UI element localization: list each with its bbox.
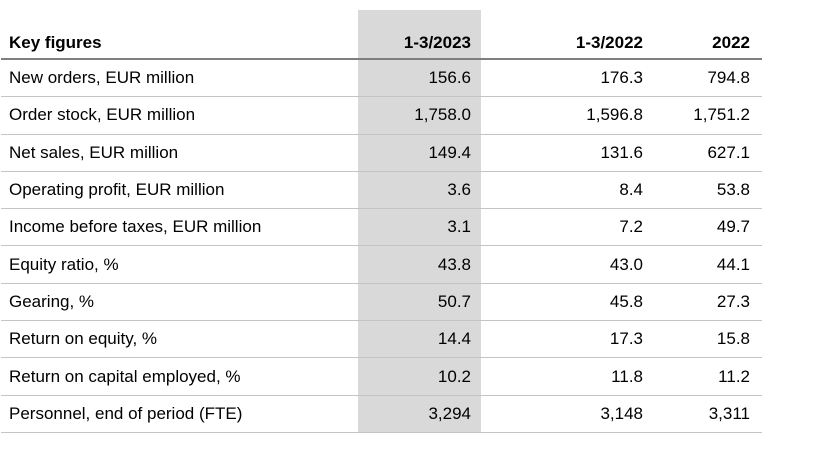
row-label: Return on equity, % bbox=[9, 329, 158, 349]
table-row: Gearing, % 50.7 45.8 27.3 bbox=[1, 284, 762, 322]
row-label: Order stock, EUR million bbox=[9, 105, 196, 125]
cell-value: 11.2 bbox=[718, 366, 750, 386]
cell-value: 176.3 bbox=[600, 68, 643, 88]
cell-value: 1,596.8 bbox=[586, 105, 643, 125]
cell-value: 3,311 bbox=[708, 403, 750, 423]
key-figures-table: Key figures 1-3/2023 1-3/2022 2022 New o… bbox=[1, 0, 762, 433]
cell-value: 10.2 bbox=[437, 366, 471, 386]
row-label: Net sales, EUR million bbox=[9, 142, 179, 162]
table-row: Return on equity, % 14.4 17.3 15.8 bbox=[1, 321, 762, 359]
cell-value: 43.0 bbox=[609, 254, 643, 274]
cell-value: 3.6 bbox=[447, 180, 471, 200]
table-row: Personnel, end of period (FTE) 3,294 3,1… bbox=[1, 396, 762, 433]
cell-value: 3.1 bbox=[447, 217, 471, 237]
cell-value: 49.7 bbox=[716, 217, 750, 237]
row-label: Income before taxes, EUR million bbox=[9, 217, 262, 237]
table-row: Net sales, EUR million 149.4 131.6 627.1 bbox=[1, 135, 762, 172]
cell-value: 14.4 bbox=[437, 329, 471, 349]
highlighted-column-band bbox=[358, 10, 481, 433]
cell-value: 44.1 bbox=[716, 254, 750, 274]
cell-value: 3,148 bbox=[600, 403, 643, 423]
table-row: New orders, EUR million 156.6 176.3 794.… bbox=[1, 60, 762, 98]
cell-value: 156.6 bbox=[428, 68, 471, 88]
row-label: Return on capital employed, % bbox=[9, 366, 241, 386]
cell-value: 7.2 bbox=[619, 217, 643, 237]
cell-value: 149.4 bbox=[428, 142, 471, 162]
cell-value: 17.3 bbox=[609, 329, 643, 349]
row-label: New orders, EUR million bbox=[9, 68, 195, 88]
cell-value: 131.6 bbox=[600, 142, 643, 162]
cell-value: 11.8 bbox=[611, 366, 643, 386]
cell-value: 15.8 bbox=[716, 329, 750, 349]
cell-value: 794.8 bbox=[707, 68, 750, 88]
table-row: Order stock, EUR million 1,758.0 1,596.8… bbox=[1, 97, 762, 135]
cell-value: 50.7 bbox=[437, 291, 471, 311]
row-label: Equity ratio, % bbox=[9, 254, 119, 274]
cell-value: 27.3 bbox=[716, 291, 750, 311]
cell-value: 3,294 bbox=[428, 403, 471, 423]
table-title: Key figures bbox=[9, 33, 102, 52]
cell-value: 43.8 bbox=[437, 254, 471, 274]
row-label: Operating profit, EUR million bbox=[9, 180, 225, 200]
table-row: Operating profit, EUR million 3.6 8.4 53… bbox=[1, 172, 762, 210]
table-row: Equity ratio, % 43.8 43.0 44.1 bbox=[1, 246, 762, 284]
cell-value: 8.4 bbox=[619, 180, 643, 200]
table-row: Return on capital employed, % 10.2 11.8 … bbox=[1, 358, 762, 396]
cell-value: 1,758.0 bbox=[414, 105, 471, 125]
column-header-prior-period: 1-3/2022 bbox=[575, 33, 643, 52]
row-label: Gearing, % bbox=[9, 291, 95, 311]
cell-value: 627.1 bbox=[707, 142, 750, 162]
column-header-full-year: 2022 bbox=[712, 33, 750, 52]
cell-value: 53.8 bbox=[716, 180, 750, 200]
row-label: Personnel, end of period (FTE) bbox=[9, 403, 243, 423]
column-header-current-period: 1-3/2023 bbox=[403, 33, 471, 52]
cell-value: 1,751.2 bbox=[693, 105, 750, 125]
cell-value: 45.8 bbox=[609, 291, 643, 311]
table-row: Income before taxes, EUR million 3.1 7.2… bbox=[1, 209, 762, 247]
table-header-row: Key figures 1-3/2023 1-3/2022 2022 bbox=[1, 0, 762, 60]
